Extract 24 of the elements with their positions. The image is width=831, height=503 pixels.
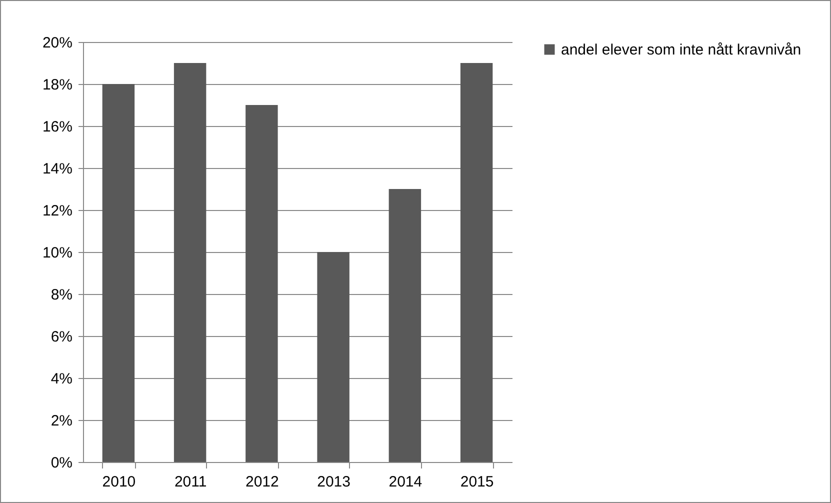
y-tick-label: 0% [50,454,72,472]
y-tick-label: 2% [50,412,72,430]
y-tick-label: 18% [42,76,72,94]
y-tick-label: 4% [50,370,72,388]
bar [317,252,350,462]
x-tick-label: 2010 [102,474,136,490]
x-tick-label: 2014 [388,474,422,490]
x-tick-label: 2013 [317,474,350,490]
y-tick-label: 14% [42,160,72,178]
legend-label: andel elever som inte nått kravnivån [561,42,802,58]
y-tick-label: 10% [42,244,72,262]
bar [460,63,493,462]
y-tick-label: 6% [50,328,72,346]
bar [174,63,206,462]
y-tick-label: 12% [42,202,72,220]
bar [388,189,422,462]
bar [102,84,135,462]
bar [246,105,278,462]
x-tick-label: 2015 [460,474,494,490]
y-tick-label: 8% [50,286,72,304]
y-tick-label: 20% [42,34,72,52]
x-tick-label: 2012 [246,474,279,490]
y-tick-label: 16% [42,118,72,136]
x-tick-label: 2011 [174,474,207,490]
